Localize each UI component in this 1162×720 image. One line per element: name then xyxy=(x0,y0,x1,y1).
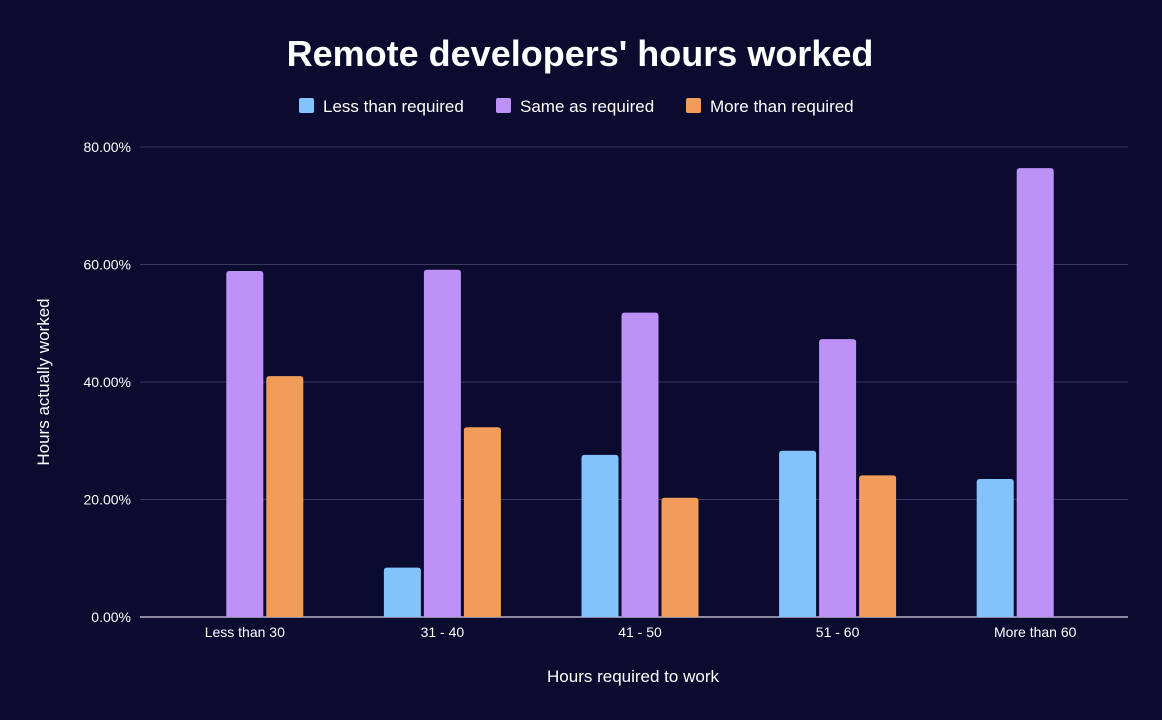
legend-label: Less than required xyxy=(323,97,464,116)
bar-same-as-required-0 xyxy=(226,270,264,617)
bar-less-than-required-2 xyxy=(581,454,619,617)
y-tick-label: 80.00% xyxy=(84,139,131,155)
legend: Less than required Same as required More t… xyxy=(299,97,854,116)
bar-less-than-required-4 xyxy=(976,478,1014,617)
bar-same-as-required-1 xyxy=(423,269,461,617)
legend-swatch xyxy=(299,98,314,113)
y-tick-label: 0.00% xyxy=(91,609,131,625)
x-tick-label: 31 - 40 xyxy=(421,624,465,640)
legend-label: Same as required xyxy=(520,97,654,116)
bar-same-as-required-2 xyxy=(621,312,659,617)
x-axis-ticks: Less than 30 31 - 40 41 - 50 51 - 60 More th… xyxy=(205,624,1077,640)
legend-swatch xyxy=(496,98,511,113)
bar-more-than-required-2 xyxy=(661,497,699,617)
bar-more-than-required-0 xyxy=(266,376,304,617)
bars xyxy=(226,168,1054,617)
legend-swatch xyxy=(686,98,701,113)
y-axis-title: Hours actually worked xyxy=(34,298,53,465)
x-tick-label: 51 - 60 xyxy=(816,624,860,640)
bar-same-as-required-3 xyxy=(819,339,857,617)
bar-same-as-required-4 xyxy=(1016,168,1054,617)
chart-title: Remote developers' hours worked xyxy=(287,33,874,74)
x-tick-label: More than 60 xyxy=(994,624,1077,640)
x-tick-label: Less than 30 xyxy=(205,624,285,640)
y-axis-ticks: 0.00% 20.00% 40.00% 60.00% 80.00% xyxy=(84,139,131,625)
bar-more-than-required-3 xyxy=(859,475,897,617)
bar-more-than-required-1 xyxy=(463,427,501,617)
legend-label: More than required xyxy=(710,97,854,116)
y-tick-label: 60.00% xyxy=(84,257,131,273)
bar-less-than-required-1 xyxy=(383,567,421,617)
x-axis-title: Hours required to work xyxy=(547,667,719,686)
x-tick-label: 41 - 50 xyxy=(618,624,662,640)
bar-less-than-required-3 xyxy=(779,450,817,617)
y-tick-label: 40.00% xyxy=(84,374,131,390)
y-tick-label: 20.00% xyxy=(84,492,131,508)
